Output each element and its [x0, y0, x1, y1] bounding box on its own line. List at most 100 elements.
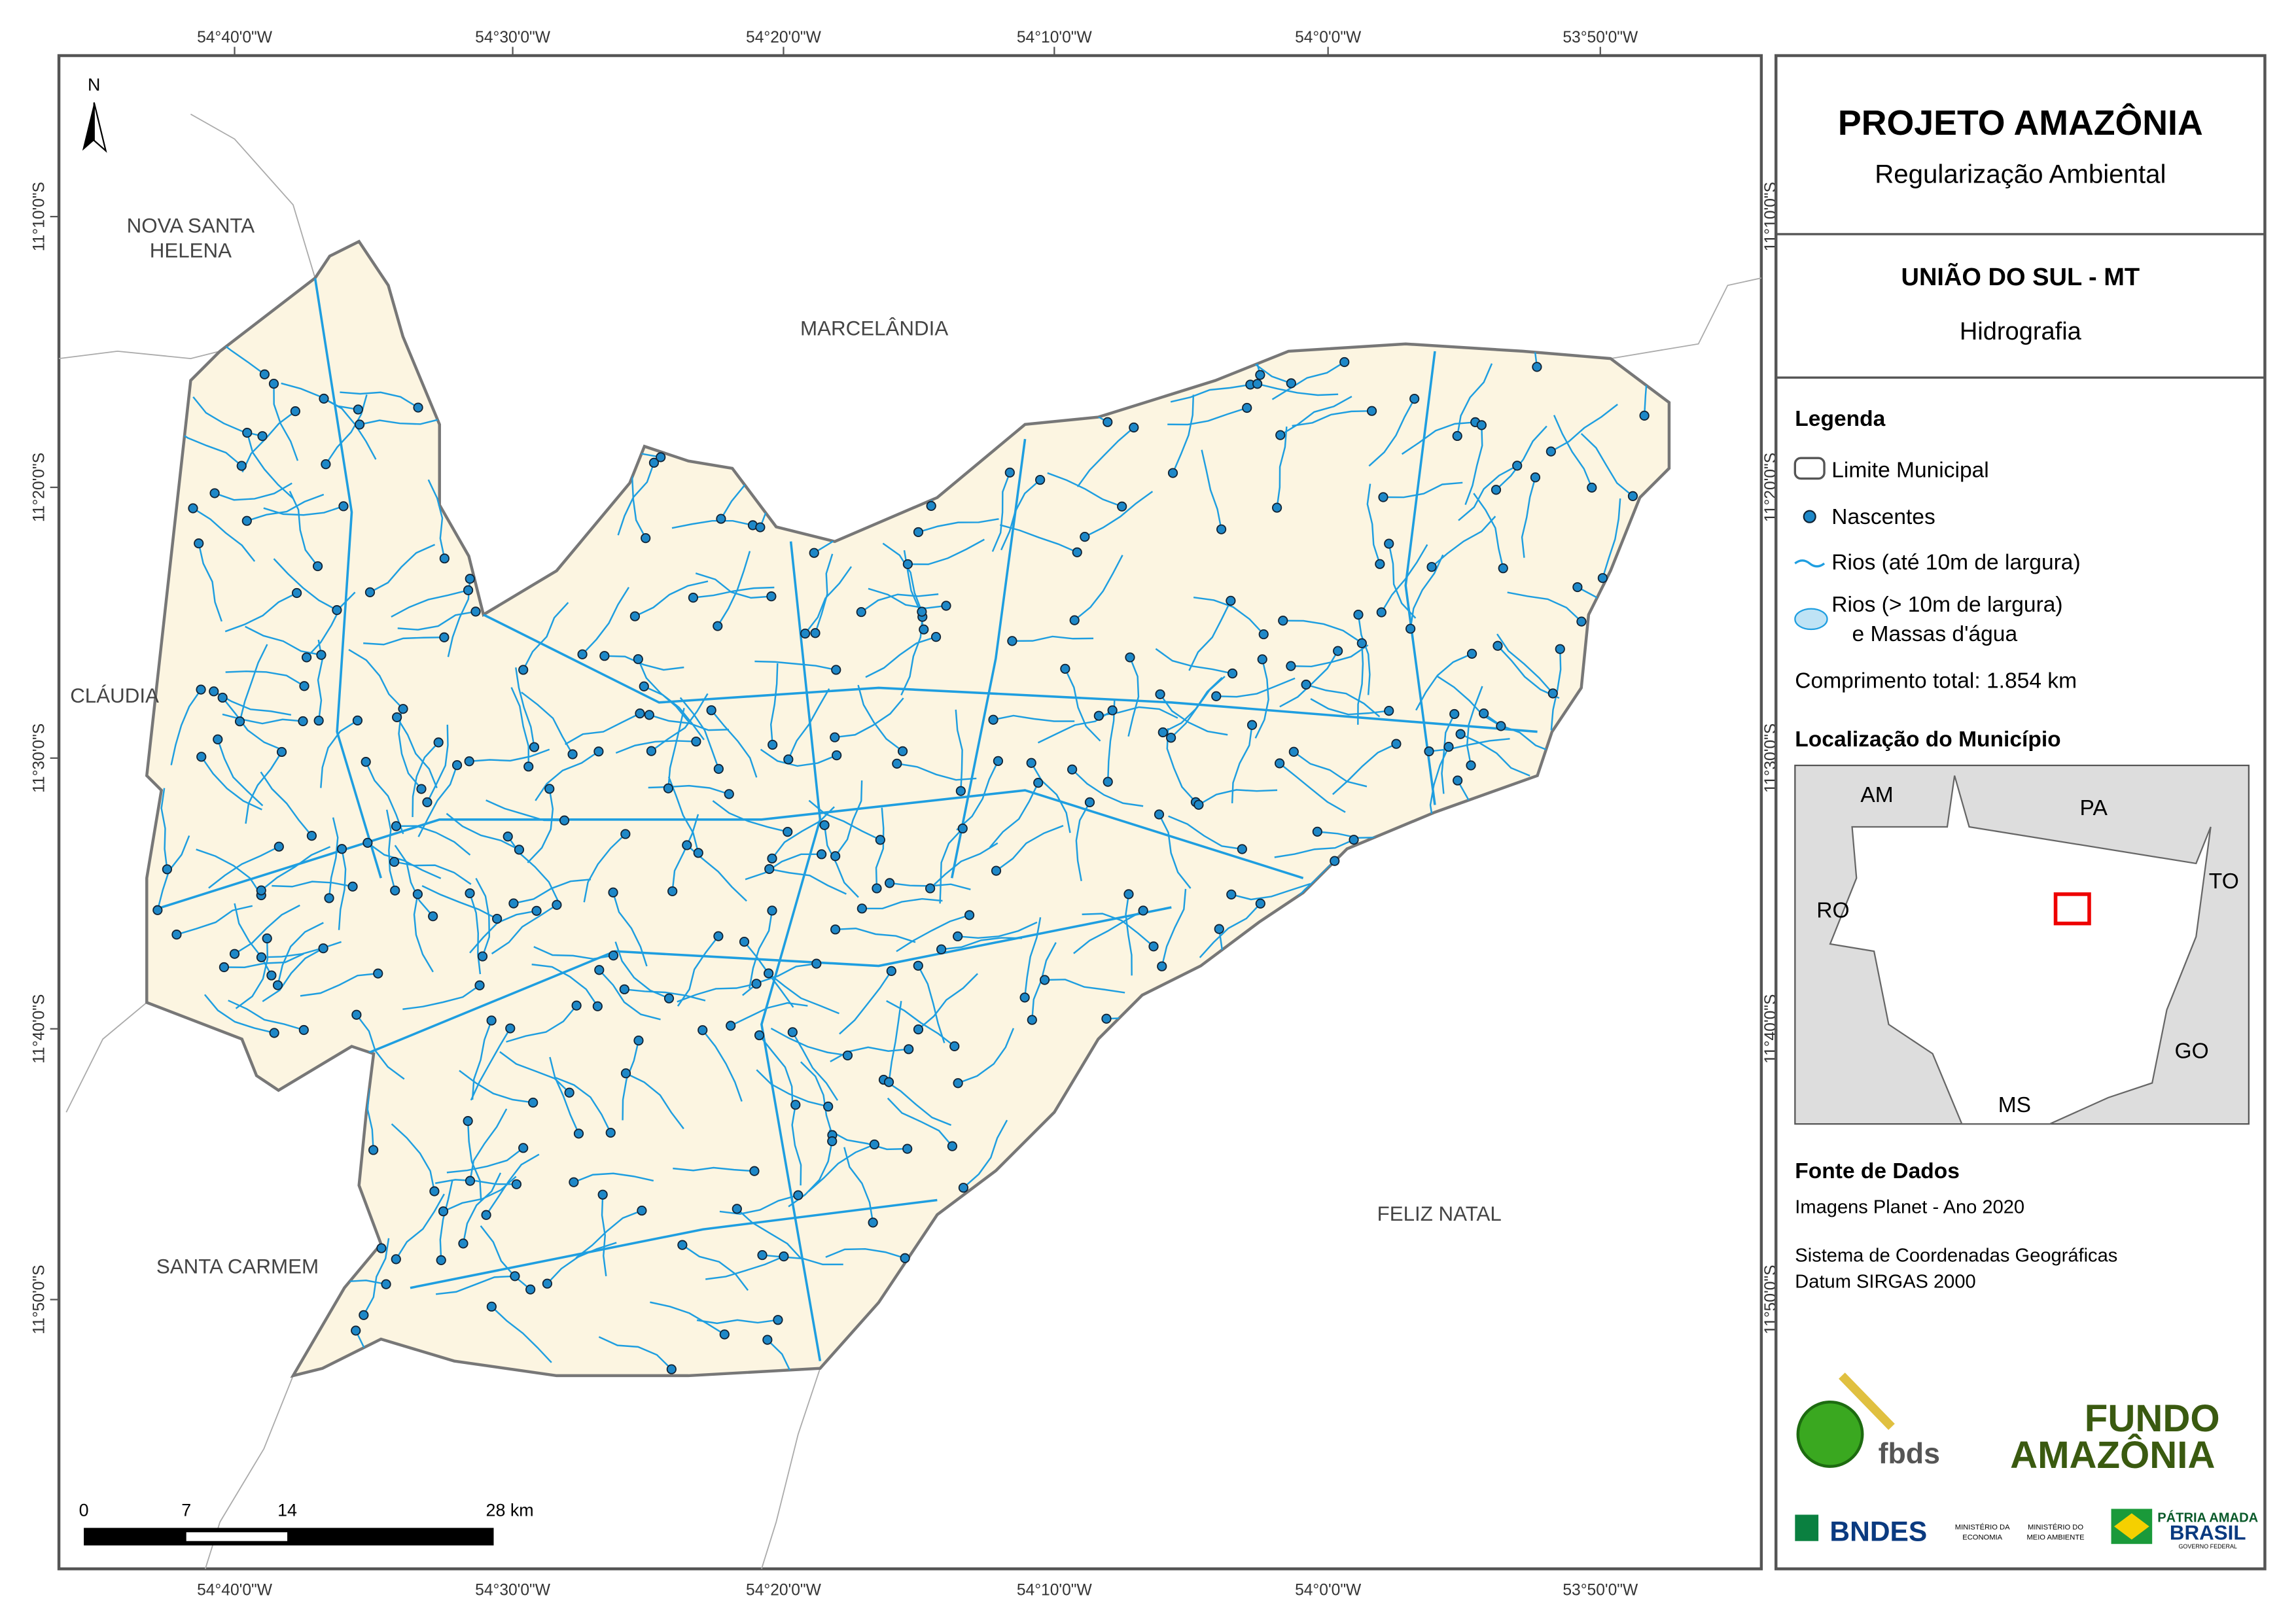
spring	[646, 746, 657, 756]
stream	[200, 756, 262, 811]
stream	[468, 893, 482, 975]
logo-text: MINISTÉRIO DA	[1955, 1523, 2010, 1531]
stream	[671, 519, 753, 529]
stream	[1415, 653, 1473, 711]
spring	[1376, 607, 1386, 618]
spring	[376, 1243, 387, 1253]
spring	[857, 903, 867, 914]
stream	[677, 983, 757, 1003]
stream	[955, 709, 963, 792]
spring	[1278, 616, 1288, 626]
spring	[319, 393, 329, 404]
spring	[902, 559, 913, 570]
stream	[1383, 481, 1463, 498]
spring	[451, 759, 463, 771]
stream	[1279, 650, 1339, 708]
lat-label: 11°30'0"S	[31, 724, 48, 793]
stream	[693, 586, 775, 599]
logo-text: FUNDO	[2085, 1397, 2220, 1440]
stream	[535, 750, 599, 801]
spring	[1479, 708, 1489, 719]
spring	[465, 888, 475, 899]
spring	[436, 1255, 446, 1266]
spring	[577, 649, 588, 659]
spring	[811, 958, 822, 969]
stream	[467, 1121, 482, 1202]
logo-text: MINISTÉRIO DO	[2028, 1523, 2083, 1531]
spring	[1496, 721, 1506, 731]
stream	[338, 848, 347, 930]
state-label: AM	[1860, 783, 1893, 807]
stream	[582, 587, 630, 655]
stream	[1381, 544, 1428, 613]
spring	[869, 1139, 879, 1150]
spring	[1258, 629, 1269, 640]
spring	[773, 1315, 783, 1325]
spring	[338, 501, 349, 512]
stream	[756, 1069, 828, 1108]
stream	[1076, 427, 1135, 487]
stream	[515, 667, 535, 748]
spring	[832, 750, 842, 761]
municipality-name: UNIÃO DO SUL - MT	[1901, 262, 2140, 291]
spring	[510, 1271, 520, 1282]
stream	[1332, 743, 1397, 795]
spring	[1353, 609, 1364, 620]
stream	[823, 825, 859, 898]
spring	[571, 1000, 582, 1011]
spring	[897, 746, 908, 756]
spring	[359, 1310, 369, 1320]
stream	[825, 1248, 906, 1259]
stream	[225, 670, 305, 687]
stream	[1071, 769, 1144, 807]
spring	[783, 754, 794, 765]
stream	[421, 885, 498, 920]
state-label: TO	[2209, 869, 2239, 894]
river	[366, 906, 1172, 1055]
spring	[312, 561, 323, 572]
spring	[511, 1179, 521, 1189]
stream	[677, 935, 719, 1007]
spring	[817, 849, 827, 860]
scale-label: 7	[181, 1501, 191, 1520]
spring	[213, 734, 223, 744]
spring	[713, 763, 724, 775]
stream	[446, 812, 520, 850]
spring	[1547, 688, 1558, 699]
spring	[1080, 531, 1090, 542]
spring	[691, 736, 701, 747]
stream	[1466, 686, 1483, 766]
stream	[857, 684, 904, 752]
spring	[904, 1044, 914, 1055]
stream	[1231, 725, 1253, 804]
stream	[160, 788, 168, 870]
spring	[573, 1128, 584, 1139]
stream	[1495, 425, 1547, 491]
stream	[622, 1040, 640, 1121]
stream	[462, 1172, 502, 1244]
stream	[1521, 477, 1536, 558]
spring	[529, 742, 540, 752]
spring	[352, 715, 363, 725]
springs	[152, 357, 1650, 1374]
spring	[1167, 468, 1178, 478]
spring	[597, 1189, 608, 1200]
stream	[650, 1301, 725, 1335]
stream	[1167, 407, 1248, 426]
spring	[1027, 1015, 1037, 1025]
spring	[1067, 764, 1078, 775]
stream	[1047, 472, 1123, 508]
spring	[1286, 661, 1296, 671]
stream	[1216, 677, 1296, 698]
spring	[439, 632, 450, 642]
spring	[398, 704, 408, 714]
spring	[819, 820, 830, 830]
spring	[1453, 775, 1463, 786]
lon-label: 53°50'0"W	[1563, 1581, 1638, 1599]
stream	[435, 1179, 517, 1185]
spring	[1216, 524, 1227, 534]
spring	[1157, 727, 1168, 738]
spring	[783, 826, 793, 837]
spring	[1033, 778, 1044, 788]
neighbor-label: MARCELÂNDIA	[800, 317, 948, 340]
